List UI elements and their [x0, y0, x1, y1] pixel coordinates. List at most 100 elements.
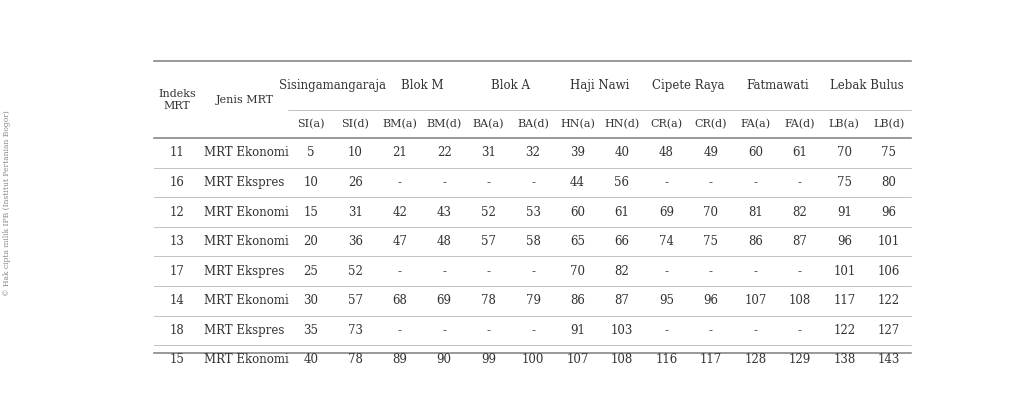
Text: 107: 107 [567, 353, 589, 366]
Text: -: - [442, 265, 446, 278]
Text: LB(a): LB(a) [828, 119, 860, 129]
Text: 117: 117 [834, 294, 856, 307]
Text: 89: 89 [392, 353, 407, 366]
Text: 69: 69 [659, 206, 674, 219]
Text: 116: 116 [655, 353, 677, 366]
Text: 40: 40 [303, 353, 318, 366]
Text: LB(d): LB(d) [873, 119, 904, 129]
Text: 52: 52 [482, 206, 496, 219]
Text: Jenis MRT: Jenis MRT [215, 95, 274, 105]
Text: 70: 70 [837, 147, 852, 160]
Text: -: - [442, 176, 446, 189]
Text: 61: 61 [614, 206, 630, 219]
Text: -: - [664, 176, 668, 189]
Text: 17: 17 [170, 265, 185, 278]
Text: 79: 79 [525, 294, 540, 307]
Text: 18: 18 [170, 324, 185, 337]
Text: 5: 5 [307, 147, 314, 160]
Text: 103: 103 [610, 324, 633, 337]
Text: 52: 52 [348, 265, 363, 278]
Text: 99: 99 [481, 353, 496, 366]
Text: 86: 86 [570, 294, 585, 307]
Text: 44: 44 [570, 176, 585, 189]
Text: 107: 107 [744, 294, 767, 307]
Text: -: - [798, 176, 802, 189]
Text: 68: 68 [392, 294, 407, 307]
Text: 14: 14 [170, 294, 185, 307]
Text: 39: 39 [570, 147, 585, 160]
Text: BA(a): BA(a) [473, 119, 504, 129]
Text: 70: 70 [570, 265, 585, 278]
Text: 143: 143 [877, 353, 900, 366]
Text: 75: 75 [837, 176, 852, 189]
Text: Cipete Raya: Cipete Raya [652, 79, 725, 92]
Text: MRT Ekspres: MRT Ekspres [204, 176, 284, 189]
Text: -: - [709, 176, 713, 189]
Text: 108: 108 [789, 294, 811, 307]
Text: MRT Ekonomi: MRT Ekonomi [204, 294, 288, 307]
Text: 48: 48 [659, 147, 674, 160]
Text: 15: 15 [303, 206, 318, 219]
Text: 70: 70 [704, 206, 719, 219]
Text: 40: 40 [614, 147, 630, 160]
Text: -: - [487, 176, 491, 189]
Text: 81: 81 [748, 206, 763, 219]
Text: MRT Ekspres: MRT Ekspres [204, 324, 284, 337]
Text: -: - [664, 265, 668, 278]
Text: -: - [531, 265, 535, 278]
Text: -: - [397, 176, 402, 189]
Text: 30: 30 [303, 294, 318, 307]
Text: -: - [487, 324, 491, 337]
Text: Sisingamangaraja: Sisingamangaraja [280, 79, 386, 92]
Text: 106: 106 [877, 265, 900, 278]
Text: 61: 61 [792, 147, 807, 160]
Text: MRT Ekspres: MRT Ekspres [204, 265, 284, 278]
Text: 96: 96 [704, 294, 719, 307]
Text: 69: 69 [437, 294, 451, 307]
Text: -: - [442, 324, 446, 337]
Text: BM(d): BM(d) [427, 119, 461, 129]
Text: -: - [798, 324, 802, 337]
Text: 36: 36 [348, 235, 363, 248]
Text: 75: 75 [704, 235, 719, 248]
Text: 43: 43 [437, 206, 451, 219]
Text: 91: 91 [570, 324, 585, 337]
Text: 56: 56 [614, 176, 630, 189]
Text: 60: 60 [748, 147, 763, 160]
Text: 31: 31 [482, 147, 496, 160]
Text: FA(d): FA(d) [785, 119, 815, 129]
Text: -: - [531, 324, 535, 337]
Text: 80: 80 [881, 176, 896, 189]
Text: 117: 117 [700, 353, 722, 366]
Text: 11: 11 [170, 147, 185, 160]
Text: BA(d): BA(d) [517, 119, 549, 129]
Text: Fatmawati: Fatmawati [746, 79, 809, 92]
Text: 96: 96 [881, 206, 896, 219]
Text: 87: 87 [792, 235, 807, 248]
Text: -: - [753, 265, 757, 278]
Text: CR(a): CR(a) [650, 119, 682, 129]
Text: 22: 22 [437, 147, 451, 160]
Text: 58: 58 [525, 235, 540, 248]
Text: 10: 10 [348, 147, 363, 160]
Text: 90: 90 [437, 353, 451, 366]
Text: 66: 66 [614, 235, 630, 248]
Text: 60: 60 [570, 206, 585, 219]
Text: -: - [397, 265, 402, 278]
Text: 42: 42 [392, 206, 407, 219]
Text: -: - [798, 265, 802, 278]
Text: 57: 57 [348, 294, 363, 307]
Text: 78: 78 [482, 294, 496, 307]
Text: 101: 101 [834, 265, 856, 278]
Text: 129: 129 [789, 353, 811, 366]
Text: -: - [753, 324, 757, 337]
Text: -: - [487, 265, 491, 278]
Text: -: - [531, 176, 535, 189]
Text: 15: 15 [170, 353, 185, 366]
Text: 127: 127 [878, 324, 899, 337]
Text: -: - [397, 324, 402, 337]
Text: 128: 128 [744, 353, 767, 366]
Text: 53: 53 [525, 206, 540, 219]
Text: 20: 20 [303, 235, 318, 248]
Text: 57: 57 [481, 235, 496, 248]
